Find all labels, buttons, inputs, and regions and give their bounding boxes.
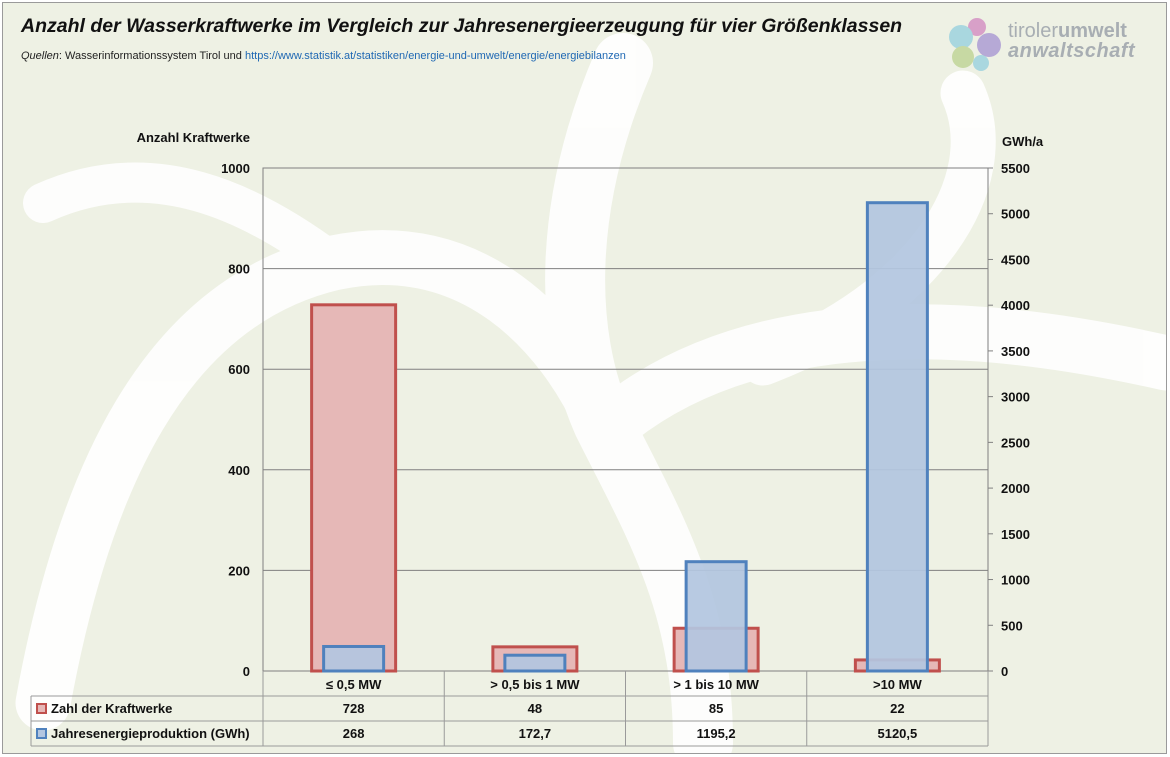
right-tick-label: 5000 [1001,207,1030,222]
right-tick-label: 2000 [1001,481,1030,496]
table-value: 268 [343,726,365,741]
sources-link[interactable]: https://www.statistik.at/statistiken/ene… [244,50,626,62]
left-tick-label: 600 [228,362,250,377]
logo-icon [949,18,1001,71]
series-name: Jahresenergieproduktion (GWh) [51,726,250,741]
logo-word-3: anwaltschaft [1008,40,1136,62]
right-tick-label: 1000 [1001,573,1030,588]
right-axis-title: GWh/a [1002,134,1044,149]
bars [310,201,941,673]
bar-energieproduktion [503,653,567,673]
category-label: > 1 bis 10 MW [673,677,759,692]
legend-key [36,703,47,714]
category-label: >10 MW [873,677,922,692]
right-tick-label: 4500 [1001,252,1030,267]
series-name: Zahl der Kraftwerke [51,701,172,716]
bar-energieproduktion [684,560,748,673]
table-value: 5120,5 [877,726,917,741]
category-label: ≤ 0,5 MW [326,677,382,692]
bar-kraftwerke [310,303,398,673]
right-tick-label: 1500 [1001,527,1030,542]
chart-title: Anzahl der Wasserkraftwerke im Vergleich… [21,15,903,37]
sources-text: : Wasserinformationssystem Tirol und [58,50,245,62]
table-value: 48 [528,701,542,716]
right-axis-ticks: 0 500 1000 1500 2000 2500 3000 3500 4000 4500 5000… [987,161,1030,679]
left-tick-label: 0 [243,664,250,679]
table-value: 22 [890,701,904,716]
category-label: > 0,5 bis 1 MW [490,677,580,692]
legend-key [36,728,47,739]
left-axis-ticks: 0 200 400 600 800 1000 [221,161,250,679]
logo-word-2: umwelt [1058,20,1127,42]
bar-energieproduktion [322,644,386,673]
right-tick-label: 3000 [1001,390,1030,405]
right-tick-label: 2500 [1001,435,1030,450]
right-tick-label: 3500 [1001,344,1030,359]
left-axis-title: Anzahl Kraftwerke [137,130,250,145]
bar-energieproduktion [865,201,929,673]
right-tick-label: 4000 [1001,298,1030,313]
logo-text: tirolerumwelt anwaltschaft [1008,21,1135,61]
right-tick-label: 500 [1001,618,1023,633]
sources-note: Quellen: Wasserinformationssystem Tirol … [21,50,626,62]
sources-label: Quellen [21,50,59,62]
right-tick-label: 0 [1001,664,1008,679]
left-tick-label: 800 [228,262,250,277]
table-value: 728 [343,701,365,716]
left-tick-label: 200 [228,563,250,578]
chart-area: Anzahl Kraftwerke GWh/a 0 200 400 600 800 100… [30,130,1044,747]
table-value: 85 [709,701,723,716]
left-tick-label: 1000 [221,161,250,176]
table-value: 172,7 [519,726,552,741]
logo-word-1: tiroler [1008,20,1059,42]
right-tick-label: 5500 [1001,161,1030,176]
data-table: ≤ 0,5 MW > 0,5 bis 1 MW > 1 bis 10 MW >10 M… [30,671,989,747]
left-tick-label: 400 [228,463,250,478]
table-value: 1195,2 [697,726,736,741]
